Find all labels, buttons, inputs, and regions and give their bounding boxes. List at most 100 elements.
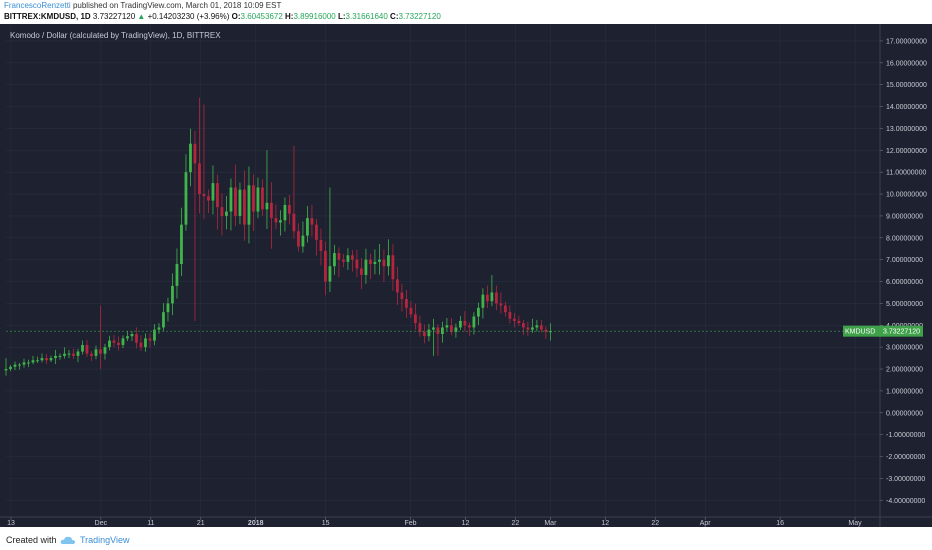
candle-body [499,303,503,306]
chart-header: FrancescoRenzetti published on TradingVi… [0,0,932,24]
candle-body [265,202,269,210]
candle-body [76,351,80,356]
candle-body [184,172,188,225]
price-tick-label: -3.00000000 [886,476,925,483]
candle-body [180,224,183,265]
candle-body [144,338,147,348]
candle-body [535,325,539,328]
price-tick-label: 16.00000000 [886,60,927,67]
candle-body [472,316,476,328]
candle-body [225,211,228,216]
price-tick-label: 6.00000000 [886,279,923,286]
publish-line: FrancescoRenzetti published on TradingVi… [4,1,281,10]
candle-body [4,369,8,371]
candle-body [288,204,291,214]
symbol-label: BITTREX:KMDUSD, 1D [4,12,91,21]
time-tick-label: 15 [322,520,330,527]
close-label: C: [390,12,399,21]
candle-body [72,353,75,356]
candle-body [476,307,480,317]
ohlc-line: BITTREX:KMDUSD, 1D 3.73227120 ▲ +0.14203… [4,12,441,21]
candle-body [252,185,255,212]
candle-body [342,259,345,262]
high-label: H: [285,12,294,21]
candle-body [517,320,521,324]
candle-body [436,327,440,335]
candle-body [211,183,215,201]
candle-body [175,264,179,286]
price-tick-label: 17.00000000 [886,38,927,45]
candle-body [382,259,386,267]
change-up-icon: ▲ [137,12,146,21]
candle-body [423,331,426,337]
candle-body [315,224,318,240]
low-label: L: [337,12,346,21]
candle-body [351,255,354,260]
price-tick-label: 9.00000000 [886,213,923,220]
candle-body [67,353,71,355]
price-tick-label: 11.00000000 [886,170,926,177]
candle-body [148,338,152,341]
candle-body [387,255,390,267]
price-tick-label: 13.00000000 [886,126,927,133]
candle-body [458,320,462,328]
candle-body [310,218,314,225]
candle-body [243,189,246,225]
tradingview-cloud-icon[interactable] [60,534,76,546]
candle-body [396,279,399,293]
price-tick-label: 1.00000000 [886,388,923,395]
high-value: 3.89916000 [293,12,336,21]
candle-body [337,253,341,260]
candle-body [202,194,206,197]
candle-body [544,329,548,332]
candlestick-chart[interactable]: 17.00000000 16.00000000 15.00000000 14.0000… [0,24,932,527]
candle-body [319,239,323,251]
candle-body [261,187,264,210]
candle-body [414,314,417,324]
candle-body [409,307,413,315]
time-tick-label: 2018 [248,520,264,527]
price-tick-label: 7.00000000 [886,257,923,264]
candle-body [234,187,237,216]
candle-body [418,323,422,332]
price-label-value: 3.73227120 [883,329,920,336]
candle-body [355,259,359,269]
candle-body [508,312,512,319]
open-label: O: [231,12,241,21]
price-axis[interactable]: 17.00000000 16.00000000 15.00000000 14.0000… [880,38,927,505]
chart-panel[interactable]: 17.00000000 16.00000000 15.00000000 14.0000… [0,24,932,527]
candle-body [36,360,39,362]
time-tick-label: Apr [700,520,712,527]
candle-body [432,327,435,330]
candle-body [441,327,444,335]
candle-body [90,353,93,356]
candle-body [328,266,332,282]
candle-body [198,163,201,195]
plot-area[interactable] [6,24,880,517]
candle-body [153,329,156,341]
chart-title: Komodo / Dollar (calculated by TradingVi… [10,31,221,40]
candle-body [427,329,431,337]
price-tick-label: 5.00000000 [886,301,923,308]
candle-body [391,255,395,280]
change-value: +0.14203230 (+3.96%) [147,12,230,21]
candle-body [117,342,120,345]
candle-body [103,347,107,354]
candle-body [45,358,48,361]
price-label-background [843,325,923,337]
price-tick-label: 8.00000000 [886,235,923,242]
tradingview-brand[interactable]: TradingView [80,535,130,545]
footer: Created with TradingView [0,532,932,550]
low-value: 3.31661640 [345,12,388,21]
candle-body [521,323,525,328]
time-axis[interactable]: 13 Dec 11 21 2018 15 Feb 12 22 Mar 12 22 Apr 16 May [7,517,862,527]
candle-body [400,292,404,300]
candle-body [193,143,197,164]
candle-body [548,331,552,333]
price-tick-label: 12.00000000 [886,148,927,155]
candle-body [467,325,471,328]
author-link[interactable]: FrancescoRenzetti [4,1,71,10]
candle-body [301,235,305,247]
price-tick-label: 2.00000000 [886,367,923,374]
candle-body [490,292,494,302]
